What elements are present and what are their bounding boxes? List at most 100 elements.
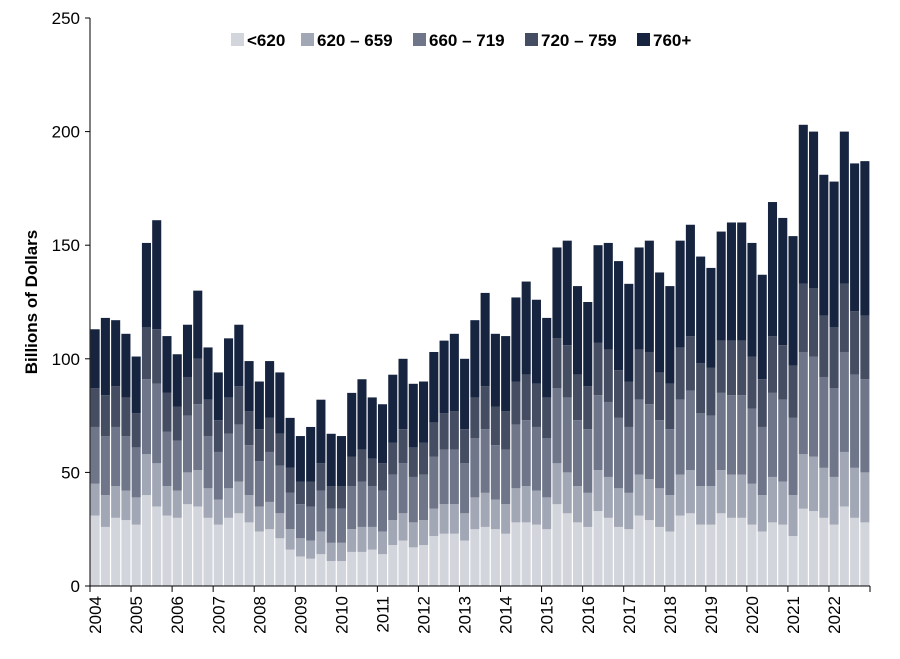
- bar-segment: [316, 490, 326, 532]
- x-tick-label: 2013: [456, 596, 475, 634]
- bar-segment: [850, 517, 860, 586]
- bar-segment: [747, 242, 757, 357]
- bar-segment: [593, 342, 603, 396]
- bar-segment: [295, 481, 305, 505]
- bar-segment: [388, 545, 398, 586]
- bar-segment: [111, 486, 121, 518]
- bar-segment: [244, 411, 254, 446]
- x-tick-label: 2018: [661, 596, 680, 634]
- bar-segment: [419, 381, 429, 443]
- bar-segment: [224, 338, 234, 398]
- bar-segment: [511, 488, 521, 523]
- bar-segment: [162, 486, 172, 516]
- bar-segment: [141, 379, 151, 455]
- bar-segment: [706, 486, 716, 525]
- bar-segment: [480, 526, 490, 586]
- bar-segment: [552, 247, 562, 339]
- x-tick-label: 2016: [579, 596, 598, 634]
- bar-segment: [316, 531, 326, 555]
- bar-segment: [419, 520, 429, 546]
- bar-segment: [326, 433, 336, 487]
- bar-segment: [439, 504, 449, 534]
- bar-segment: [552, 463, 562, 505]
- bar-segment: [583, 526, 593, 586]
- bar-segment: [234, 386, 244, 425]
- bar-segment: [388, 374, 398, 443]
- bar-segment: [675, 399, 685, 475]
- bar-segment: [655, 272, 665, 373]
- bar-segment: [213, 372, 223, 421]
- bar-segment: [819, 467, 829, 518]
- bar-segment: [511, 297, 521, 382]
- bar-segment: [644, 479, 654, 521]
- bar-segment: [213, 451, 223, 500]
- legend-swatch: [413, 33, 426, 46]
- x-tick-label: 2020: [743, 596, 762, 634]
- bar-segment: [490, 333, 500, 407]
- bar-segment: [747, 524, 757, 586]
- legend-label: 720 – 759: [541, 31, 617, 50]
- bar-segment: [295, 436, 305, 482]
- bar-segment: [521, 374, 531, 421]
- bar-segment: [788, 536, 798, 586]
- bar-segment: [562, 240, 572, 346]
- bar-segment: [490, 529, 500, 586]
- bar-segment: [490, 445, 500, 500]
- bar-segment: [614, 526, 624, 586]
- bar-segment: [295, 538, 305, 557]
- bar-segment: [326, 561, 336, 586]
- bar-segment: [829, 476, 839, 525]
- bar-segment: [798, 454, 808, 509]
- bar-segment: [429, 508, 439, 537]
- bar-segment: [531, 426, 541, 491]
- bar-segment: [203, 488, 213, 518]
- bar-segment: [655, 372, 665, 421]
- bar-segment: [377, 490, 388, 532]
- bar-segment: [182, 376, 193, 416]
- bar-segment: [603, 242, 613, 350]
- bar-segment: [716, 340, 726, 393]
- x-tick-label: 2010: [332, 596, 351, 634]
- bar-segment: [552, 338, 562, 389]
- bar-segment: [347, 456, 357, 487]
- bar-segment: [860, 472, 870, 523]
- bar-segment: [696, 363, 706, 414]
- bar-segment: [100, 495, 110, 527]
- bar-segment: [501, 504, 511, 534]
- bar-segment: [552, 504, 562, 586]
- bar-segment: [357, 379, 367, 450]
- bar-segment: [614, 417, 624, 489]
- bar-segment: [778, 217, 788, 346]
- bar-segment: [275, 538, 285, 586]
- bar-segment: [480, 292, 490, 387]
- bar-segment: [542, 497, 552, 530]
- bar-segment: [470, 438, 480, 498]
- bar-segment: [388, 520, 398, 546]
- bar-segment: [860, 315, 870, 380]
- bar-segment: [336, 561, 346, 586]
- bar-segment: [603, 401, 613, 477]
- bar-segment: [429, 422, 439, 457]
- bar-segment: [829, 181, 839, 327]
- bar-segment: [624, 381, 634, 427]
- legend-swatch: [231, 33, 244, 46]
- bar-segment: [757, 531, 767, 586]
- bar-segment: [162, 392, 172, 432]
- bar-segment: [234, 481, 244, 514]
- bar-segment: [449, 333, 459, 412]
- x-tick-label: 2017: [620, 596, 639, 634]
- bar-segment: [90, 426, 100, 484]
- bar-segment: [419, 474, 429, 521]
- bar-segment: [213, 499, 223, 525]
- bar-segment: [624, 283, 634, 382]
- bar-segment: [655, 526, 665, 586]
- bar-segment: [480, 492, 490, 527]
- bar-segment: [377, 404, 388, 464]
- bar-segment: [583, 302, 593, 387]
- bar-segment: [521, 486, 531, 523]
- bar-segment: [306, 558, 316, 586]
- bar-segment: [398, 513, 408, 541]
- bar-segment: [336, 542, 346, 562]
- bar-segment: [685, 336, 695, 391]
- bar-segment: [644, 240, 654, 352]
